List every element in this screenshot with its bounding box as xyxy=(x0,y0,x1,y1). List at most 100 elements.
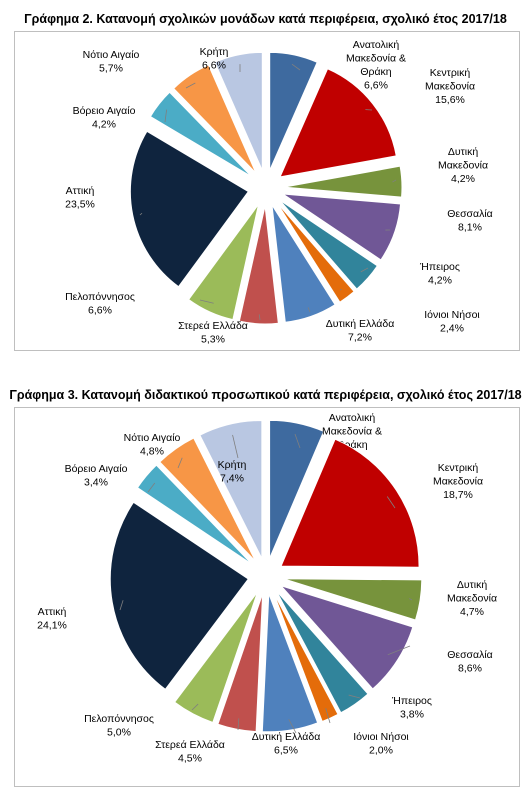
pie-slice-ήπειρος xyxy=(275,590,369,714)
leader-line-ανατολική-μακεδονία-θράκη xyxy=(291,63,301,71)
chart-1: Γράφημα 2. Κατανομή σχολικών μονάδων κατ… xyxy=(0,0,531,360)
slice-value-δυτική-ελλάδα: 6,5% xyxy=(274,745,298,757)
pie-slice-κρήτη xyxy=(199,419,263,559)
slice-value-νότιο-αιγαίο: 4,8% xyxy=(140,446,164,458)
slice-label-νότιο-αιγαίο: Νότιο Αιγαίο 5,7% xyxy=(83,49,140,75)
leader-line-στερεά-ελλάδα xyxy=(237,718,240,731)
pie-slice-ήπειρος xyxy=(279,199,379,290)
pie-slice-κρήτη xyxy=(214,51,263,171)
leader-line-δυτική-μακεδονία xyxy=(392,179,397,183)
leader-line-δυτική-ελλάδα xyxy=(288,718,297,734)
slice-label-δυτική-ελλάδα: Δυτική Ελλάδα 6,5% xyxy=(252,731,321,757)
pie-slice-βόρειο-αιγαίο xyxy=(136,464,253,565)
slice-name-ανατολική-μακεδονία-θράκη: Ανατολική xyxy=(329,412,376,424)
pie-slice-αττική xyxy=(129,130,250,288)
pie-slice-ιόνιοι-νήσοι xyxy=(276,202,355,303)
slice-value-θεσσαλία: 8,1% xyxy=(458,222,482,234)
slice-name-δυτική-μακεδονία: Μακεδονία xyxy=(447,593,497,605)
slice-name-θεσσαλία: Θεσσαλία xyxy=(447,208,493,220)
slice-label-αττική: Αττική 24,1% xyxy=(37,606,67,632)
leader-line-θεσσαλία xyxy=(387,645,411,656)
slice-label-ήπειρος: Ήπειρος 3,8% xyxy=(391,695,432,721)
leader-line-ιόνιοι-νήσοι xyxy=(325,707,331,724)
slice-label-βόρειο-αιγαίο: Βόρειο Αιγαίο 4,2% xyxy=(73,105,136,131)
slice-label-ήπειρος: Ήπειρος 4,2% xyxy=(419,261,460,287)
slice-name-πελοπόννησος: Πελοπόννησος xyxy=(84,713,154,725)
chart-2-title: Γράφημα 3. Κατανομή διδακτικού προσωπικο… xyxy=(9,388,522,402)
slice-name-δυτική-μακεδονία: Δυτική xyxy=(457,579,487,591)
leader-line-δυτική-ελλάδα xyxy=(307,307,311,313)
pie-slice-ανατολική-μακεδονία-θράκη xyxy=(269,51,318,171)
slice-value-στερεά-ελλάδα: 4,5% xyxy=(178,753,202,765)
slice-name-κεντρική-μακεδονία: Κεντρική xyxy=(438,462,479,474)
slice-label-δυτική-μακεδονία: Δυτική Μακεδονία 4,7% xyxy=(447,579,497,618)
slice-value-ανατολική-μακεδονία-θράκη: 6,6% xyxy=(364,80,388,92)
slice-value-αττική: 23,5% xyxy=(65,199,95,211)
leader-line-νότιο-αιγαίο xyxy=(177,457,183,469)
slice-name-πελοπόννησος: Πελοπόννησος xyxy=(65,291,135,303)
slice-label-κεντρική-μακεδονία: Κεντρική Μακεδονία 18,7% xyxy=(433,462,483,501)
leader-line-νότιο-αιγαίο xyxy=(185,82,196,89)
leader-line-ανατολική-μακεδονία-θράκη xyxy=(294,433,301,449)
slice-name-κρήτη: Κρήτη xyxy=(218,459,247,471)
slice-name-ανατολική-μακεδονία-θράκη: Ανατολική xyxy=(353,39,400,51)
slice-value-ιόνιοι-νήσοι: 2,4% xyxy=(440,323,464,335)
slice-label-κρήτη: Κρήτη 6,6% xyxy=(200,46,229,72)
slice-value-κρήτη: 7,4% xyxy=(220,473,244,485)
slice-name-δυτική-μακεδονία: Δυτική xyxy=(448,146,478,158)
slice-label-ιόνιοι-νήσοι: Ιόνιοι Νήσοι 2,0% xyxy=(353,731,409,757)
pie-slice-ανατολική-μακεδονία-θράκη xyxy=(269,419,325,559)
slice-label-κρήτη: Κρήτη 7,4% xyxy=(218,459,247,485)
pie-slice-νότιο-αιγαίο xyxy=(159,437,257,562)
slice-name-βόρειο-αιγαίο: Βόρειο Αιγαίο xyxy=(65,463,128,475)
slice-value-δυτική-μακεδονία: 4,7% xyxy=(460,606,484,618)
slice-label-θεσσαλία: Θεσσαλία 8,6% xyxy=(447,649,493,675)
slice-name-κρήτη: Κρήτη xyxy=(200,46,229,58)
slice-label-πελοπόννησος: Πελοπόννησος 6,6% xyxy=(65,291,135,317)
slice-value-αττική: 24,1% xyxy=(37,620,67,632)
slice-value-κρήτη: 6,6% xyxy=(202,60,226,72)
slice-name-θεσσαλία: Θεσσαλία xyxy=(447,649,493,661)
leader-line-πελοπόννησος xyxy=(199,299,214,304)
slice-value-δυτική-ελλάδα: 7,2% xyxy=(348,332,372,344)
slice-label-δυτική-μακεδονία: Δυτική Μακεδονία 4,2% xyxy=(438,146,488,185)
pie-slice-στερεά-ελλάδα xyxy=(238,205,279,325)
pie-slice-δυτική-μακεδονία xyxy=(283,165,403,198)
pie-slice-πελοπόννησος xyxy=(188,204,260,321)
leader-line-βόρειο-αιγαίο xyxy=(164,109,168,123)
slice-value-πελοπόννησος: 5,0% xyxy=(107,727,131,739)
pie-slice-δυτική-ελλάδα xyxy=(261,593,319,733)
slice-label-βόρειο-αιγαίο: Βόρειο Αιγαίο 3,4% xyxy=(65,463,128,489)
slice-value-δυτική-μακεδονία: 4,2% xyxy=(451,173,475,185)
slice-name-ιόνιοι-νήσοι: Ιόνιοι Νήσοι xyxy=(424,309,480,321)
pie-slice-ιόνιοι-νήσοι xyxy=(272,592,339,723)
slice-label-αττική: Αττική 23,5% xyxy=(65,185,95,211)
pie-slice-βόρειο-αιγαίο xyxy=(149,91,253,178)
slice-name-νότιο-αιγαίο: Νότιο Αιγαίο xyxy=(124,432,181,444)
pie-slice-κεντρική-μακεδονία xyxy=(279,68,397,178)
slice-label-κεντρική-μακεδονία: Κεντρική Μακεδονία 15,6% xyxy=(425,67,475,106)
pie-slice-κεντρική-μακεδονία xyxy=(280,438,420,568)
leader-line-δυτική-μακεδονία xyxy=(409,598,413,601)
slice-name-ανατολική-μακεδονία-θράκη: Μακεδονία & xyxy=(346,53,406,65)
slice-name-κεντρική-μακεδονία: Μακεδονία xyxy=(433,476,483,488)
slice-label-ιόνιοι-νήσοι: Ιόνιοι Νήσοι 2,4% xyxy=(424,309,480,335)
slice-value-νότιο-αιγαίο: 5,7% xyxy=(99,63,123,75)
pie-slice-στερεά-ελλάδα xyxy=(217,593,264,733)
slice-name-νότιο-αιγαίο: Νότιο Αιγαίο xyxy=(83,49,140,61)
chart-1-title: Γράφημα 2. Κατανομή σχολικών μονάδων κατ… xyxy=(24,12,507,26)
slice-name-ήπειρος: Ήπειρος xyxy=(391,695,432,707)
slice-name-ιόνιοι-νήσοι: Ιόνιοι Νήσοι xyxy=(353,731,409,743)
slice-name-στερεά-ελλάδα: Στερεά Ελλάδα xyxy=(155,739,225,751)
slice-label-θεσσαλία: Θεσσαλία 8,1% xyxy=(447,208,493,234)
slice-value-κεντρική-μακεδονία: 18,7% xyxy=(443,489,473,501)
pie-slice-θεσσαλία xyxy=(279,584,414,690)
leader-line-αττική xyxy=(119,600,124,611)
leader-line-ήπειρος xyxy=(348,694,361,699)
slice-name-δυτική-μακεδονία: Μακεδονία xyxy=(438,160,488,172)
leader-line-ήπειρος xyxy=(360,267,369,273)
leader-line-κρήτη xyxy=(232,434,239,459)
chart-1-pie: Ανατολική Μακεδονία & Θράκη 6,6% Κεντρική Μακ… xyxy=(65,39,493,346)
pie-slice-δυτική-ελλάδα xyxy=(271,204,336,323)
slice-label-στερεά-ελλάδα: Στερεά Ελλάδα 4,5% xyxy=(155,739,225,765)
